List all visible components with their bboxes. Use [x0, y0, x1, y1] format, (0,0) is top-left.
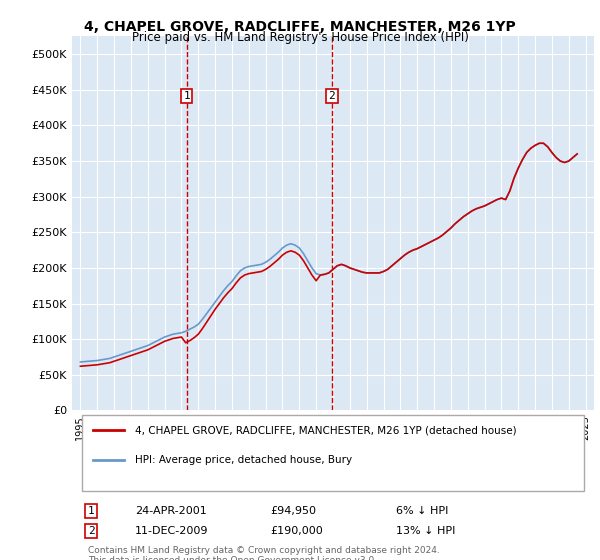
Text: 4, CHAPEL GROVE, RADCLIFFE, MANCHESTER, M26 1YP: 4, CHAPEL GROVE, RADCLIFFE, MANCHESTER, …	[84, 20, 516, 34]
Text: 2: 2	[88, 526, 94, 536]
Text: HPI: Average price, detached house, Bury: HPI: Average price, detached house, Bury	[134, 455, 352, 465]
Text: 2: 2	[329, 91, 335, 101]
Text: 1: 1	[183, 91, 190, 101]
Text: 1: 1	[88, 506, 94, 516]
Text: Price paid vs. HM Land Registry's House Price Index (HPI): Price paid vs. HM Land Registry's House …	[131, 31, 469, 44]
FancyBboxPatch shape	[82, 415, 584, 491]
Text: £190,000: £190,000	[271, 526, 323, 536]
Text: 13% ↓ HPI: 13% ↓ HPI	[395, 526, 455, 536]
Text: 4, CHAPEL GROVE, RADCLIFFE, MANCHESTER, M26 1YP (detached house): 4, CHAPEL GROVE, RADCLIFFE, MANCHESTER, …	[134, 425, 516, 435]
Text: 11-DEC-2009: 11-DEC-2009	[134, 526, 208, 536]
Text: £94,950: £94,950	[271, 506, 316, 516]
Text: Contains HM Land Registry data © Crown copyright and database right 2024.
This d: Contains HM Land Registry data © Crown c…	[88, 545, 439, 560]
Text: 6% ↓ HPI: 6% ↓ HPI	[395, 506, 448, 516]
Text: 24-APR-2001: 24-APR-2001	[134, 506, 206, 516]
